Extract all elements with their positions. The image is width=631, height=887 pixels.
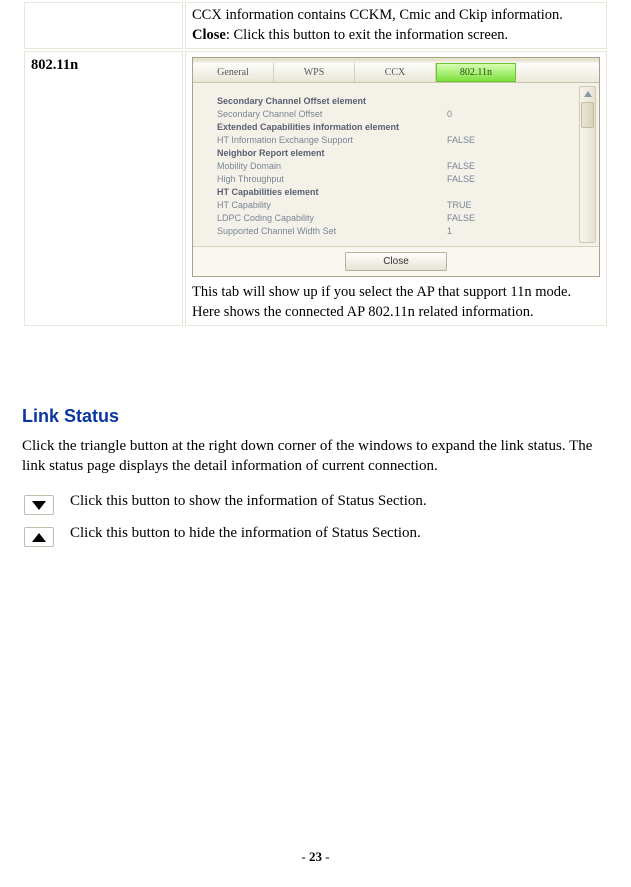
- property-key: HT Information Exchange Support: [217, 134, 447, 147]
- property-row: Mobility DomainFALSE: [217, 160, 555, 173]
- tab-bar: GeneralWPSCCX802.11n: [193, 63, 599, 83]
- scrollbar[interactable]: [579, 86, 596, 243]
- close-bar: Close: [193, 246, 599, 276]
- property-key: Extended Capabilities information elemen…: [217, 121, 447, 134]
- property-key: Neighbor Report element: [217, 147, 447, 160]
- info-table: CCX information contains CCKM, Cmic and …: [22, 0, 609, 328]
- property-row: Neighbor Report element: [217, 147, 555, 160]
- property-row: Secondary Channel Offset0: [217, 108, 555, 121]
- tab-80211n[interactable]: 802.11n: [436, 63, 516, 82]
- page: CCX information contains CCKM, Cmic and …: [0, 0, 631, 887]
- ccx-info-text: CCX information contains CCKM, Cmic and …: [192, 7, 563, 23]
- triangle-up-icon: [32, 533, 46, 542]
- scrollbar-thumb[interactable]: [581, 102, 594, 128]
- section-title: Link Status: [22, 406, 609, 427]
- property-row: HT CapabilityTRUE: [217, 199, 555, 212]
- property-key: Secondary Channel Offset element: [217, 95, 447, 108]
- screenshot-top-border: [193, 58, 599, 61]
- property-value: 0: [447, 108, 452, 121]
- expand-button[interactable]: [24, 495, 54, 515]
- table-content-cell-1: CCX information contains CCKM, Cmic and …: [185, 2, 607, 49]
- property-row: Extended Capabilities information elemen…: [217, 121, 555, 134]
- property-value: FALSE: [447, 212, 475, 225]
- table-label-cell-80211n: 802.11n: [24, 51, 183, 326]
- property-row: High ThroughputFALSE: [217, 173, 555, 186]
- collapse-desc: Click this button to hide the informatio…: [70, 525, 421, 542]
- icon-row-expand: Click this button to show the informatio…: [22, 493, 609, 515]
- table-row: CCX information contains CCKM, Cmic and …: [24, 2, 607, 49]
- property-rows: Secondary Channel Offset elementSecondar…: [217, 95, 555, 238]
- property-key: Supported Channel Width Set: [217, 225, 447, 238]
- property-row: Secondary Channel Offset element: [217, 95, 555, 108]
- property-key: HT Capability: [217, 199, 447, 212]
- property-key: Secondary Channel Offset: [217, 108, 447, 121]
- collapse-button[interactable]: [24, 527, 54, 547]
- property-key: High Throughput: [217, 173, 447, 186]
- embedded-screenshot: GeneralWPSCCX802.11n Secondary Channel O…: [192, 57, 600, 277]
- table-row: 802.11n GeneralWPSCCX802.11n Secondary C…: [24, 51, 607, 326]
- close-label: Close: [192, 27, 226, 43]
- tab-general[interactable]: General: [193, 63, 274, 82]
- icon-row-collapse: Click this button to hide the informatio…: [22, 525, 609, 547]
- property-value: FALSE: [447, 173, 475, 186]
- panel-body: Secondary Channel Offset elementSecondar…: [193, 83, 599, 246]
- property-key: LDPC Coding Capability: [217, 212, 447, 225]
- tab-wps[interactable]: WPS: [274, 63, 355, 82]
- triangle-down-icon: [32, 501, 46, 510]
- property-row: HT Information Exchange SupportFALSE: [217, 134, 555, 147]
- row2-desc: This tab will show up if you select the …: [192, 284, 571, 320]
- page-number-value: 23: [309, 849, 322, 864]
- property-value: TRUE: [447, 199, 472, 212]
- property-value: FALSE: [447, 134, 475, 147]
- property-value: 1: [447, 225, 452, 238]
- expand-desc: Click this button to show the informatio…: [70, 493, 427, 510]
- close-desc: : Click this button to exit the informat…: [226, 27, 508, 43]
- table-content-cell-2: GeneralWPSCCX802.11n Secondary Channel O…: [185, 51, 607, 326]
- scroll-up-icon[interactable]: [580, 87, 595, 101]
- table-label-cell-empty: [24, 2, 183, 49]
- section-paragraph: Click the triangle button at the right d…: [22, 437, 609, 477]
- property-row: LDPC Coding CapabilityFALSE: [217, 212, 555, 225]
- property-value: FALSE: [447, 160, 475, 173]
- page-number: - 23 -: [0, 849, 631, 865]
- tab-ccx[interactable]: CCX: [355, 63, 436, 82]
- property-key: HT Capabilities element: [217, 186, 447, 199]
- property-row: Supported Channel Width Set1: [217, 225, 555, 238]
- property-row: HT Capabilities element: [217, 186, 555, 199]
- property-key: Mobility Domain: [217, 160, 447, 173]
- close-button[interactable]: Close: [345, 252, 447, 271]
